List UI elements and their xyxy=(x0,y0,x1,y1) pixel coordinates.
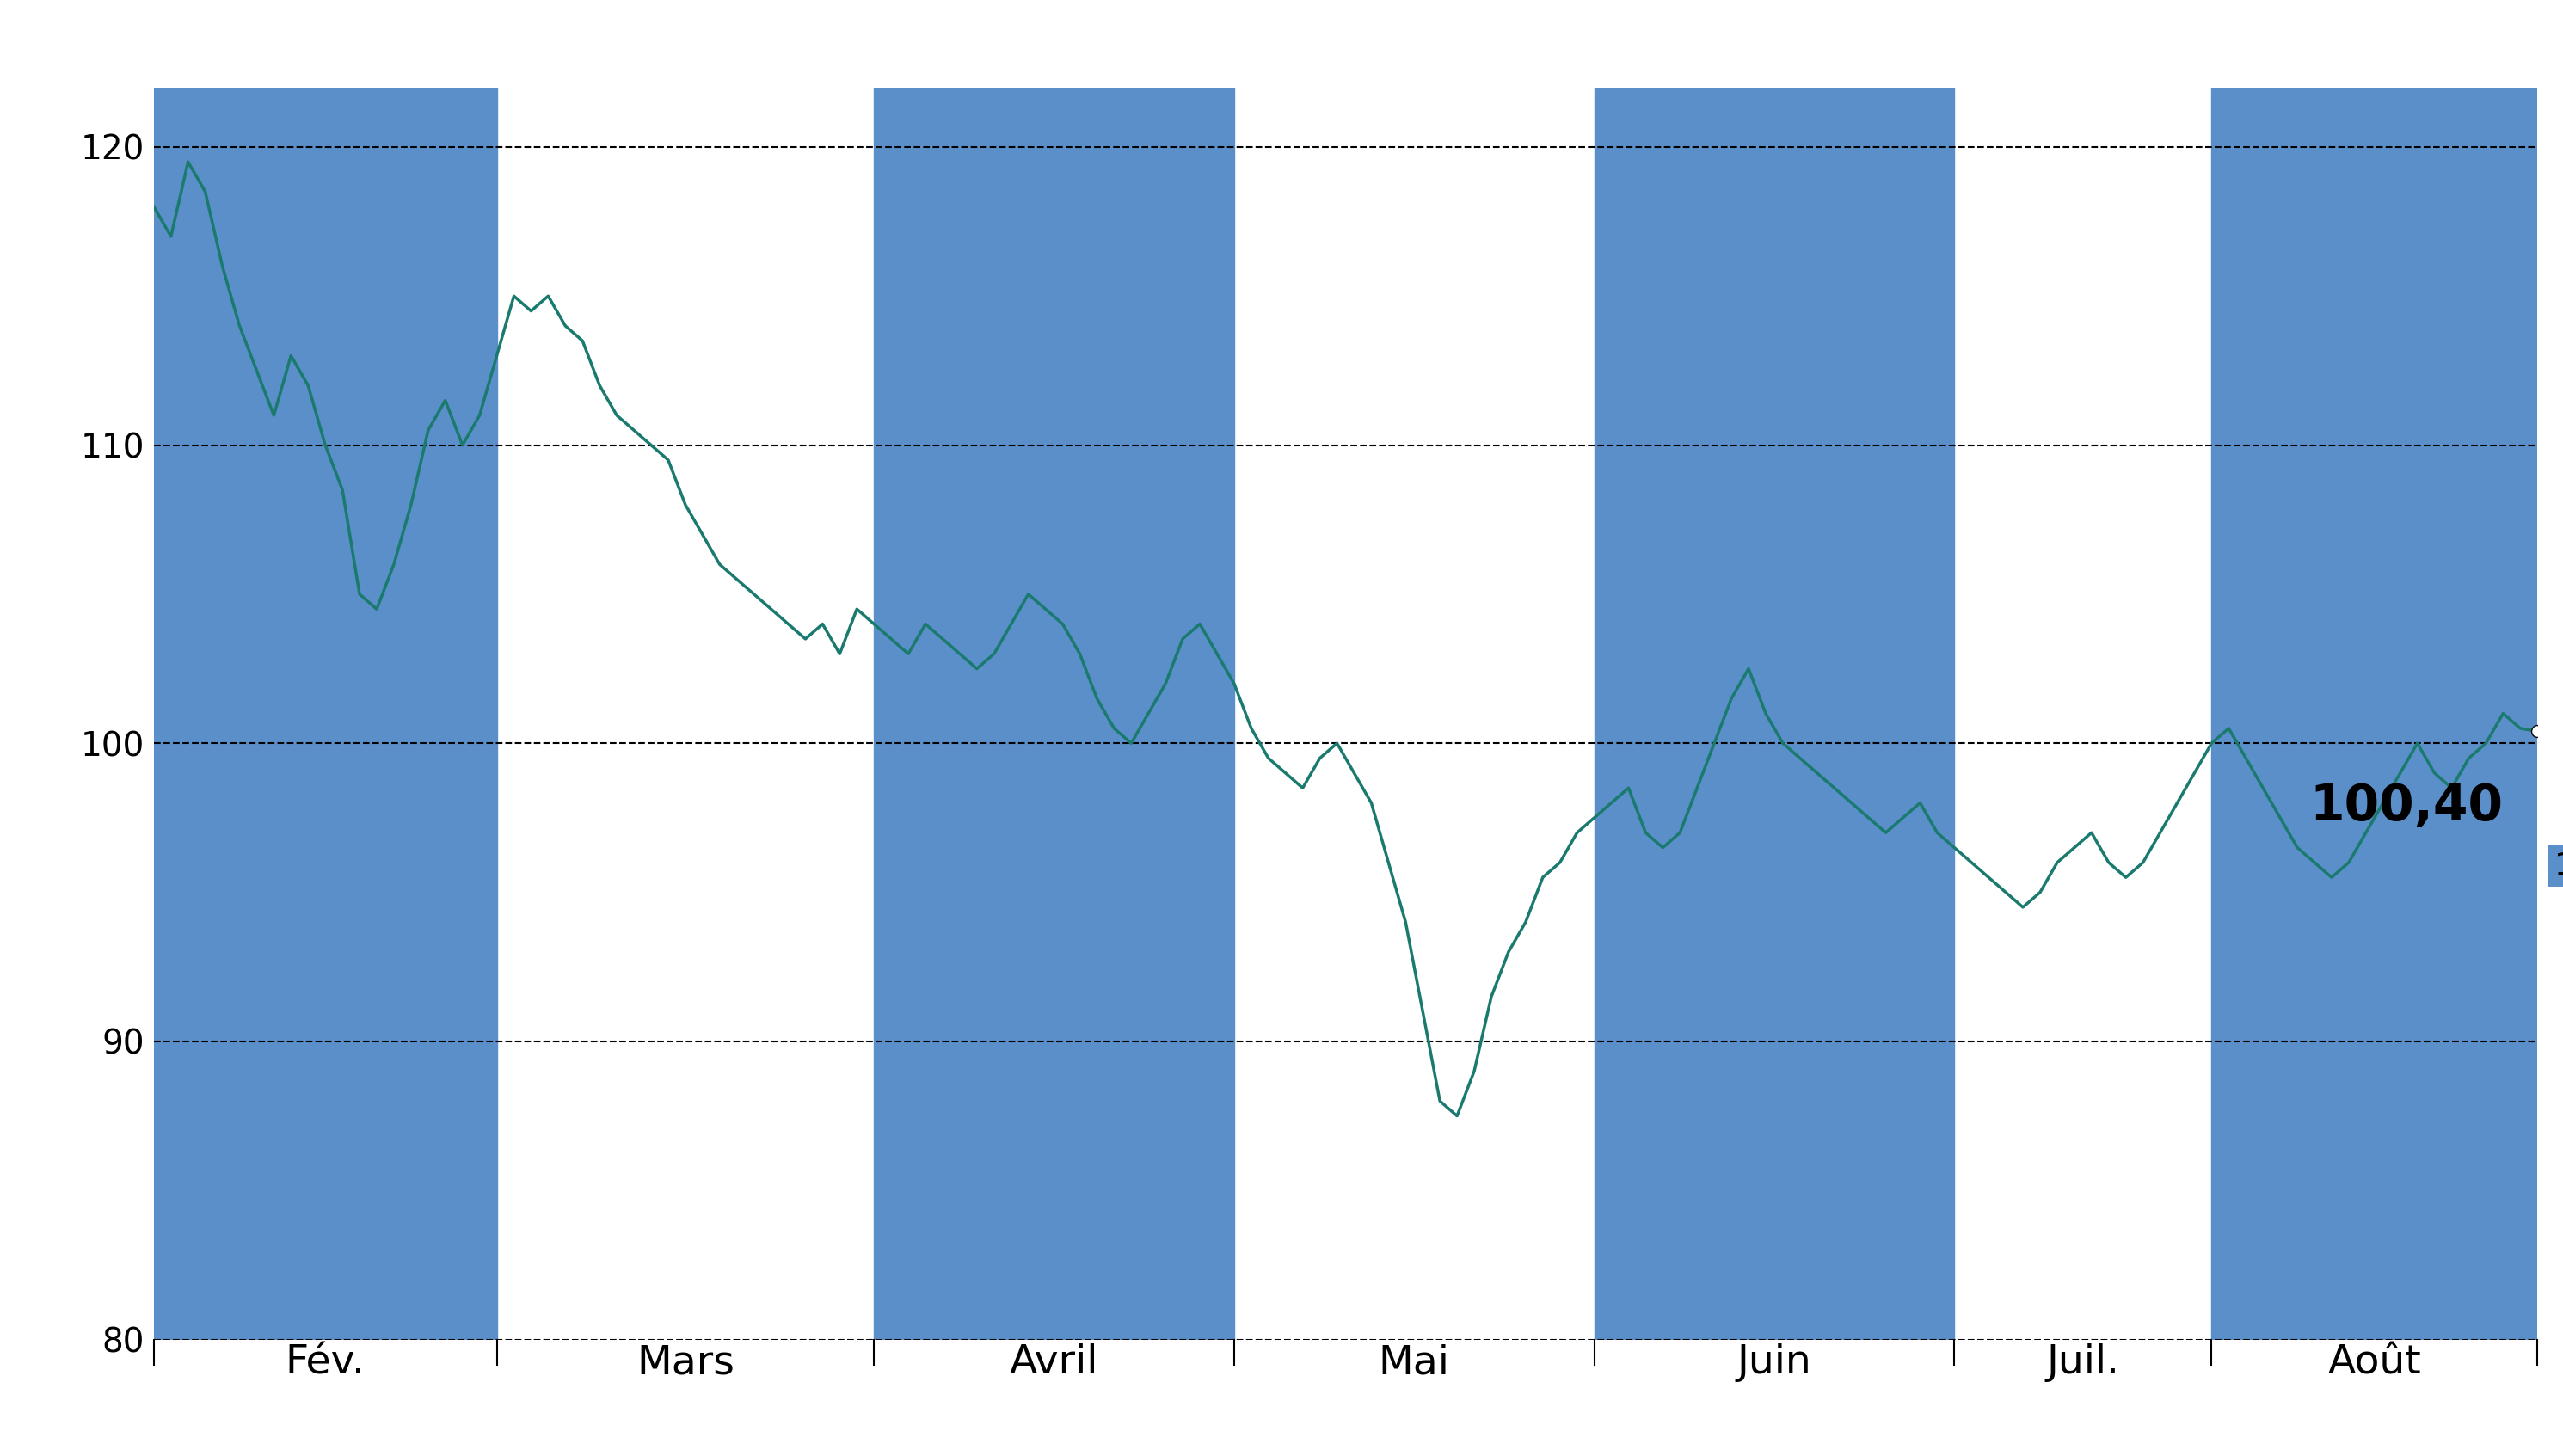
Bar xyxy=(2212,87,2537,1340)
Text: 19/08: 19/08 xyxy=(2555,850,2563,879)
Bar xyxy=(154,87,497,1340)
Text: SECHE ENVIRONNEM.: SECHE ENVIRONNEM. xyxy=(764,20,1799,103)
Bar xyxy=(1594,87,1956,1340)
Text: 100,40: 100,40 xyxy=(2309,782,2504,830)
Bar xyxy=(874,87,1235,1340)
